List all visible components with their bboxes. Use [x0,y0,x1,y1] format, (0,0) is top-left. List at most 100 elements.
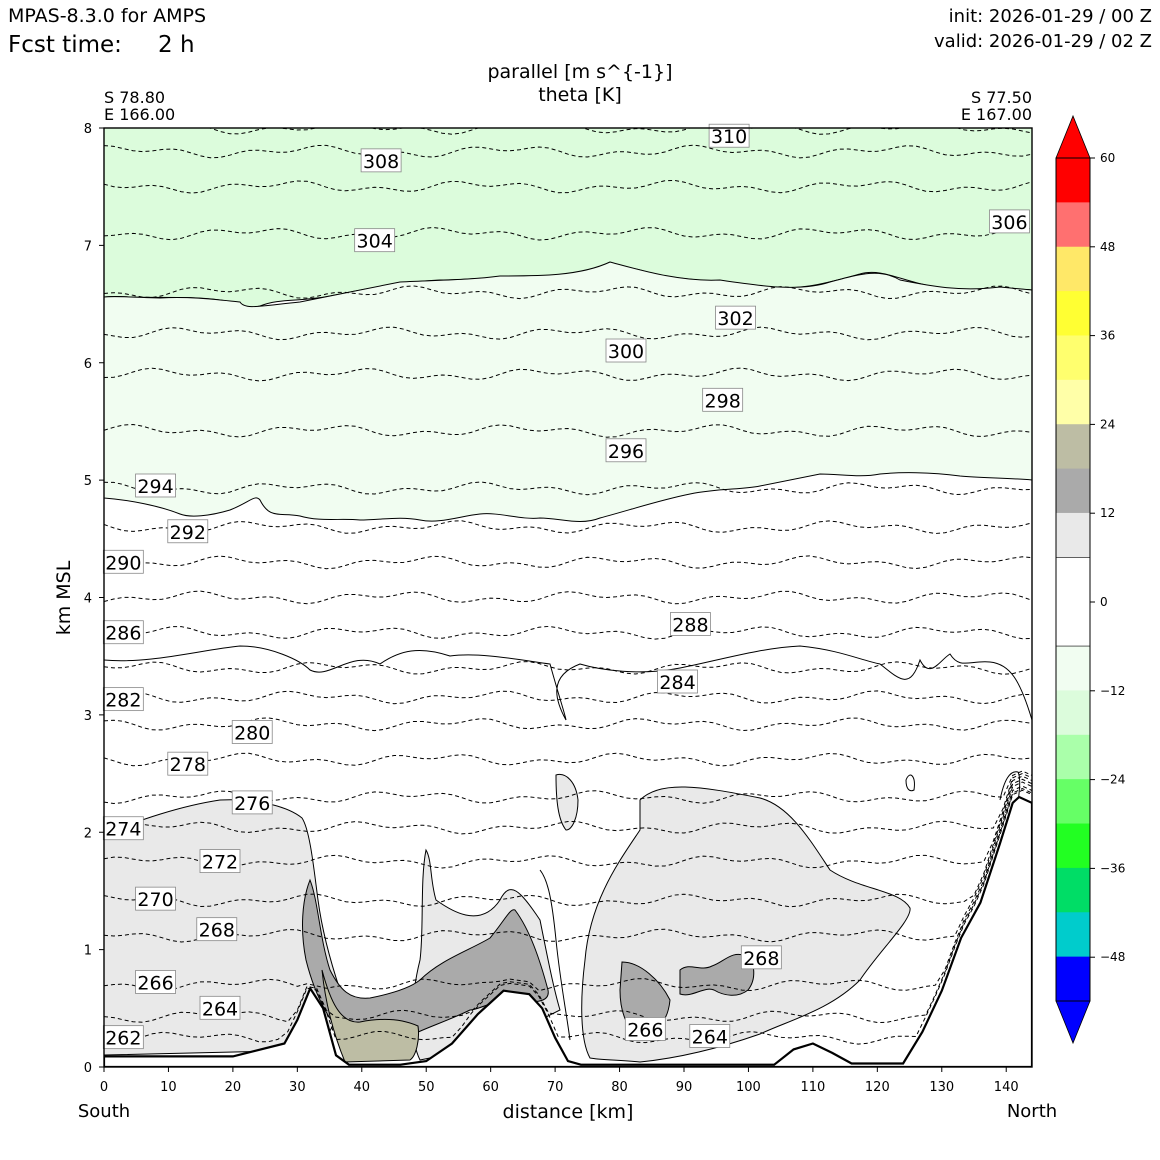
y-tick-label: 3 [84,709,92,724]
wind-shade-mid-gray-3 [679,953,755,996]
theta-label-box [199,995,241,1020]
theta-label-box [135,886,176,911]
theta-label-text: 272 [202,852,238,874]
theta-label: 284 [657,669,698,694]
theta-label: 268 [196,917,238,942]
theta-label: 294 [135,473,176,498]
north-label: North [1007,1101,1057,1122]
theta-label-box [199,849,241,873]
x-tick-label: 30 [289,1080,306,1095]
colorbar-swatch [1056,335,1090,381]
y-tick-label: 0 [84,1061,92,1076]
theta-label-text: 262 [105,1028,141,1050]
theta-label: 288 [670,612,711,636]
theta-label: 292 [167,519,209,544]
theta-line-268 [104,781,1032,943]
x-tick-label: 110 [800,1080,825,1095]
colorbar-swatch [1056,379,1090,425]
theta-label-text: 306 [991,212,1027,234]
theta-label-text: 268 [743,948,779,970]
theta-line-278 [104,752,1032,767]
theta-line-298 [104,367,1032,382]
theta-label: 290 [102,549,144,574]
x-tick-label: 100 [736,1080,761,1095]
theta-label-text: 300 [608,341,644,363]
colorbar-swatch [1056,646,1090,691]
theta-label-box [657,669,698,694]
theta-label-text: 292 [170,522,206,544]
left-endpoint-lon: E 166.00 [104,105,175,124]
theta-label-text: 270 [137,889,173,911]
theta-contours [104,128,1032,1045]
theta-label-box [740,945,782,970]
y-tick-label: 7 [84,239,92,254]
theta-label-text: 288 [672,614,708,636]
colorbar-swatch [1056,912,1090,958]
theta-label-box [231,720,273,744]
colorbar-tick-label: 48 [1100,240,1115,254]
theta-label: 274 [102,816,144,841]
theta-label: 296 [605,438,647,463]
theta-line-302 [104,285,1032,300]
x-axis-label: distance [km] [503,1101,634,1123]
theta-label-text: 282 [105,690,141,712]
theta-line-294 [104,481,1032,496]
colorbar-swatch [1056,158,1090,203]
theta-line-274 [104,772,1032,835]
theta-label-text: 280 [234,722,270,744]
theta-label: 306 [989,209,1030,234]
theta-label-text: 308 [363,151,399,173]
theta-label-box [702,387,744,412]
theta-label-text: 302 [717,308,753,330]
theta-label-box [196,917,238,942]
x-tick-label: 70 [547,1080,564,1095]
colorbar: 60 48 36 24 12 0 −12 −24 −36 −48 [1055,114,1125,1045]
y-axis-label: km MSL [53,560,75,635]
colorbar-tick-label: −24 [1100,773,1125,787]
theta-label: 302 [715,305,756,330]
right-endpoint-lon: E 167.00 [961,105,1032,124]
theta-line-270 [104,778,1032,908]
x-tick-label: 120 [865,1080,890,1095]
colorbar-swatch [1056,601,1090,647]
wind-zero-contour-cells [905,774,915,792]
theta-label-box [670,612,711,636]
wind-zero-contour-upper [104,645,1032,721]
x-tick-label: 80 [611,1080,628,1095]
theta-labels: 310 308 306 304 302 300 298 296 294 292 290 288 286 2… [102,123,1030,1050]
colorbar-frame [1055,157,1091,1002]
theta-line-306 [104,179,1032,194]
theta-label-text: 294 [137,476,173,498]
theta-label: 300 [605,338,647,363]
theta-label-box [354,228,396,253]
theta-label: 276 [231,790,273,815]
theta-label-box [708,123,750,148]
colorbar-swatch [1056,956,1090,1002]
theta-label-text: 264 [692,1026,728,1048]
theta-line-264 [104,788,1032,1024]
theta-label: 266 [624,1017,666,1041]
theta-label-box [989,209,1030,234]
model-title: MPAS-8.3.0 for AMPS [8,5,206,27]
y-tick-label: 4 [84,592,92,607]
colorbar-swatch [1056,690,1090,736]
theta-label-box [135,473,176,498]
theta-label-text: 278 [170,754,206,776]
theta-label-text: 296 [608,441,644,463]
colorbar-tick-label: 0 [1100,595,1108,609]
theta-label: 310 [708,123,750,148]
theta-label: 278 [167,751,209,776]
fcst-value: 2 h [158,32,195,58]
theta-line-262 [104,789,1032,1045]
theta-line-266 [104,785,1032,992]
colorbar-tick-label: −12 [1100,684,1125,698]
theta-label: 298 [702,387,744,412]
x-axis: 0 10 20 30 40 50 60 70 80 90 100 110 120 130 140 [100,1067,1019,1095]
right-endpoint-lat: S 77.50 [971,88,1032,107]
theta-label-box [167,519,209,544]
terrain [104,795,1032,1067]
colorbar-tick-label: −36 [1100,861,1125,875]
colorbar-tick-label: 60 [1100,151,1115,165]
plot-area [104,128,1032,1067]
theta-label: 266 [135,970,176,994]
